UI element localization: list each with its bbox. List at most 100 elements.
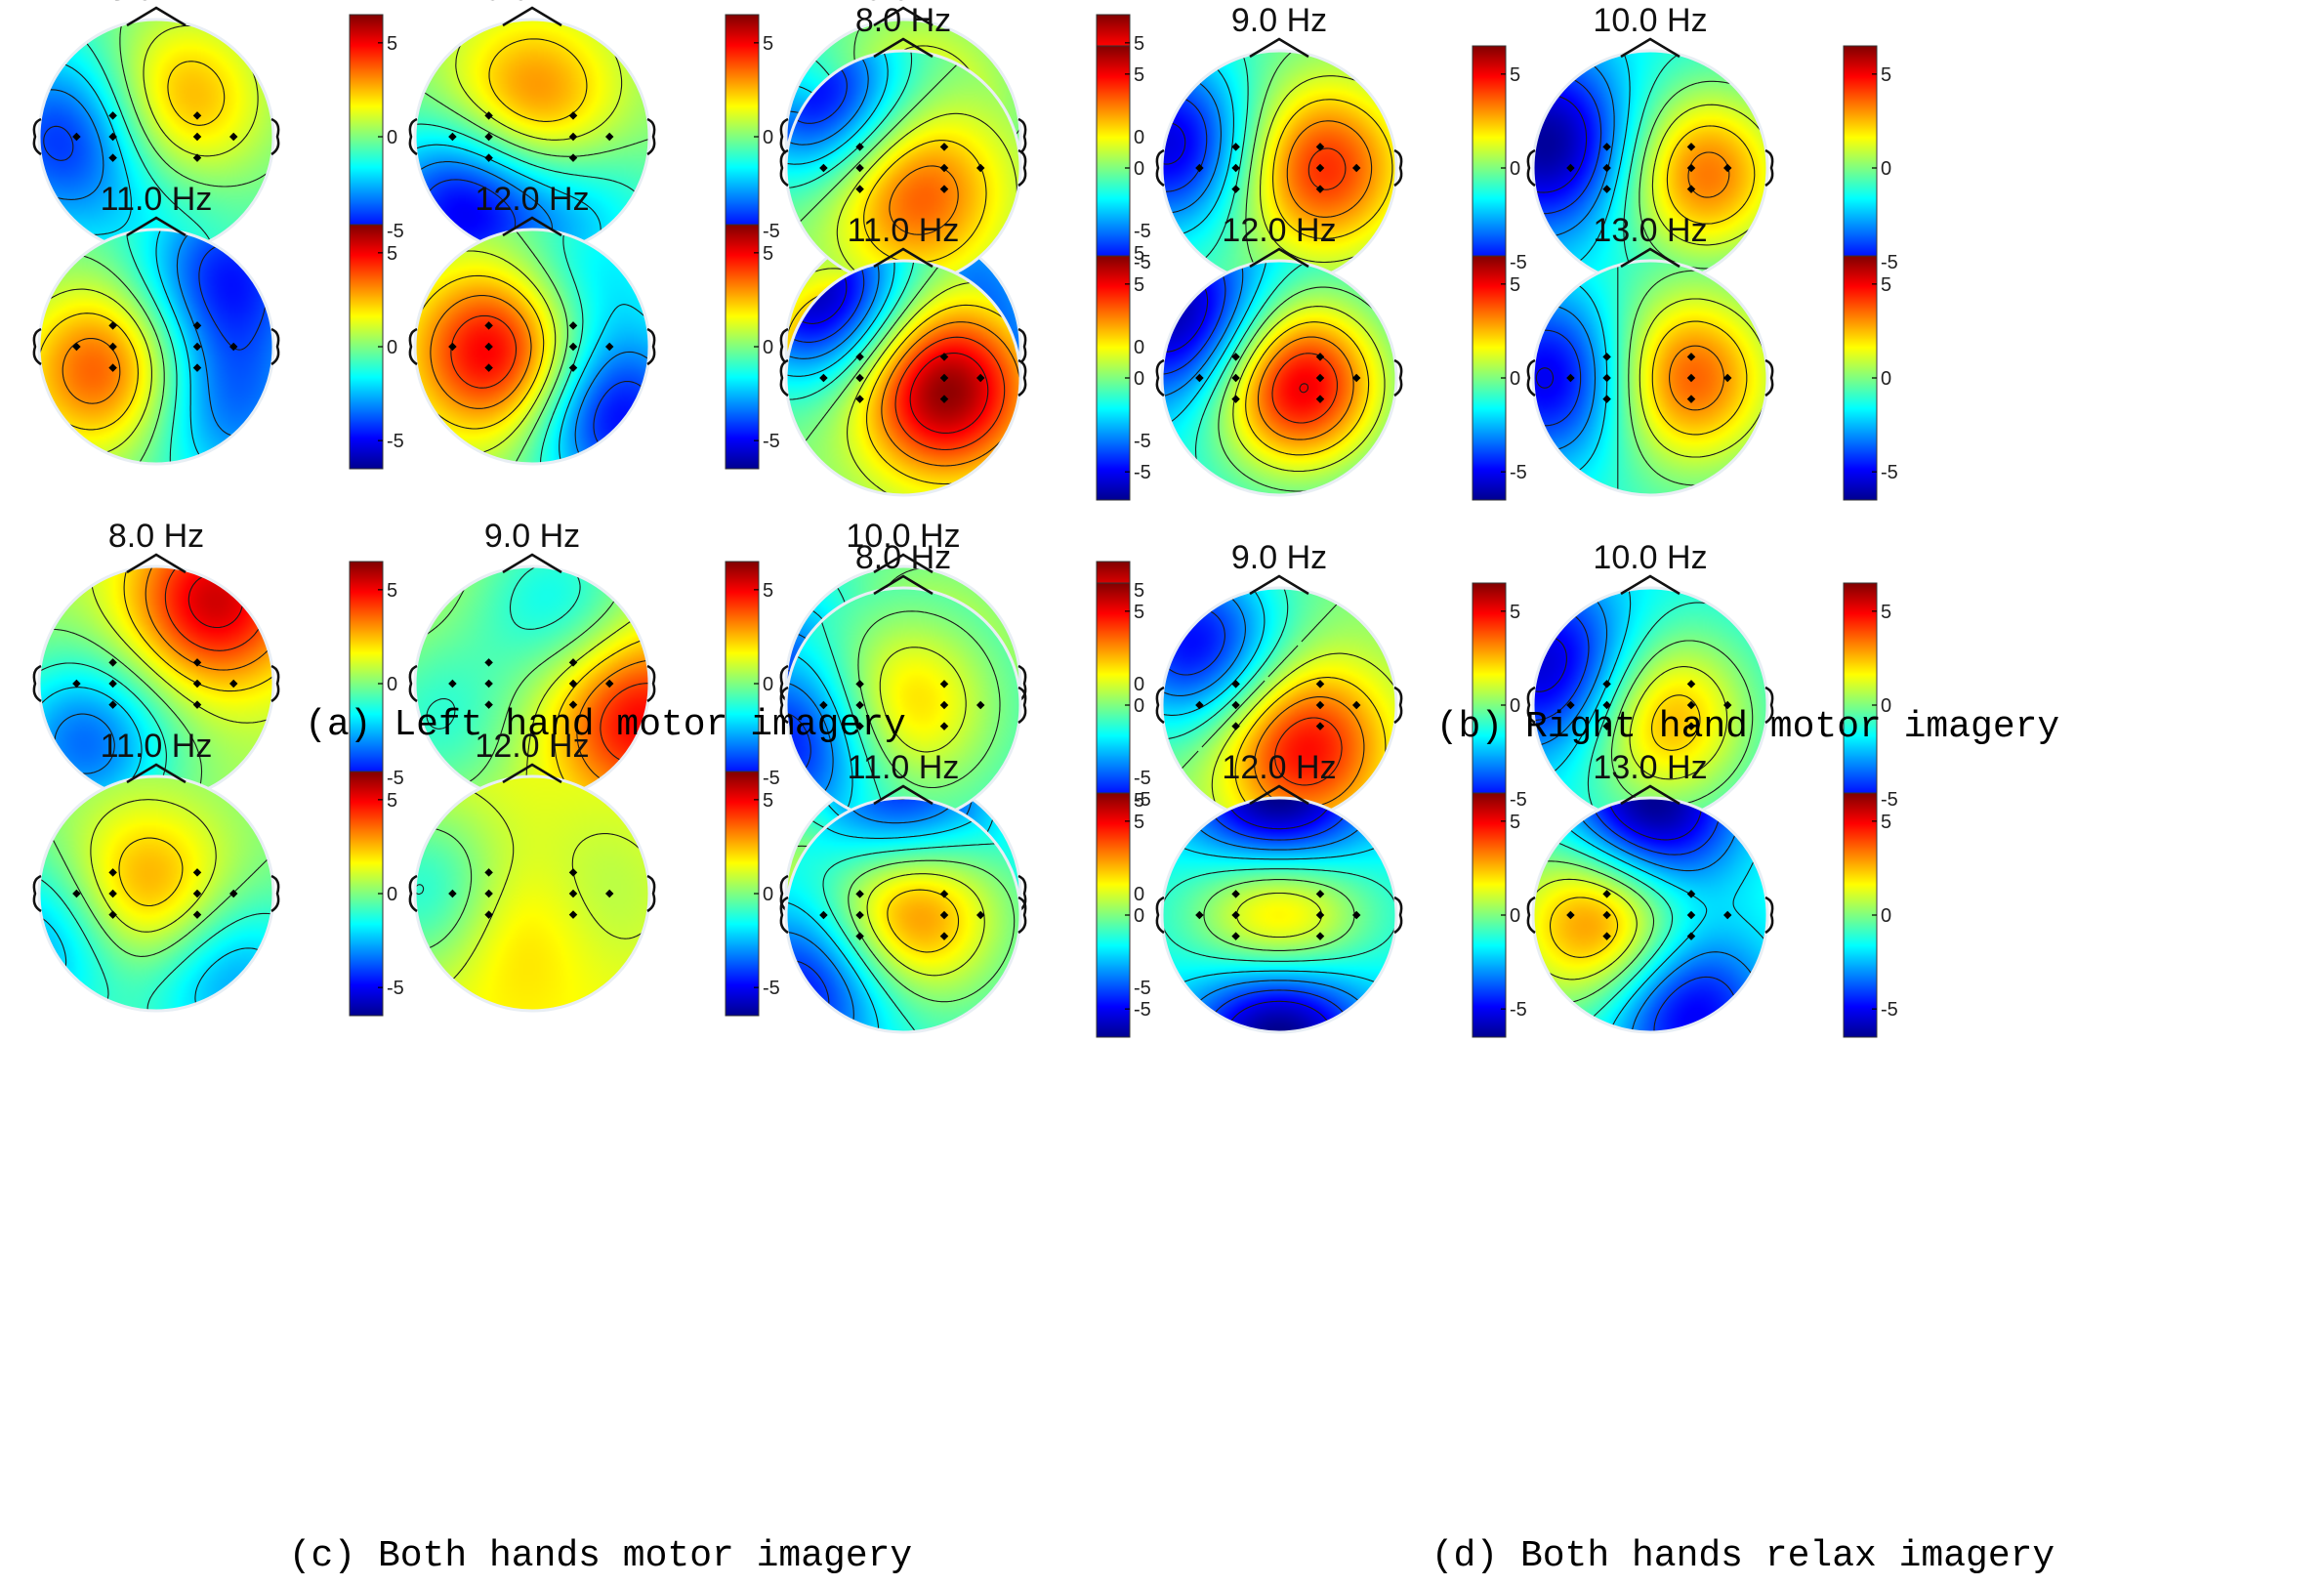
- electrode-marker: [448, 132, 457, 142]
- electrode-marker: [939, 890, 949, 898]
- colorbar: [349, 224, 384, 470]
- electrode-marker: [1566, 373, 1575, 383]
- head-outline: [1531, 796, 1769, 1034]
- colorbar: [725, 771, 760, 1017]
- colorbar-tick-label: 0: [1134, 158, 1144, 180]
- electrode-marker: [604, 889, 614, 898]
- electrode-marker: [1195, 700, 1204, 710]
- topomap-c-1: 8.0 Hz 5 0 -5: [32, 518, 404, 807]
- electrode-marker: [1315, 890, 1325, 898]
- right-ear-icon: [1764, 686, 1774, 725]
- left-ear-icon: [408, 327, 418, 366]
- map-title: 10.0 Hz: [1593, 539, 1707, 576]
- electrode-marker: [975, 910, 985, 920]
- electrode-marker: [484, 868, 493, 877]
- colorbar-tick-label: -5: [1134, 221, 1151, 242]
- colorbar: [1472, 255, 1507, 501]
- colorbar-tick-label: 0: [1881, 368, 1891, 390]
- colorbar-tick-label: 5: [387, 243, 397, 265]
- electrode-marker: [568, 658, 578, 667]
- colorbar-tick-label: 5: [1134, 64, 1144, 86]
- electrode-marker: [1195, 910, 1204, 920]
- electrode-marker: [1315, 680, 1325, 689]
- electrode-marker: [1602, 910, 1611, 920]
- electrode-marker: [108, 342, 117, 352]
- colorbar-tick-label: 5: [1881, 602, 1891, 623]
- electrode-marker: [975, 700, 985, 710]
- topomap-b-6: 13.0 Hz 5 0 -5: [1526, 212, 1898, 501]
- right-ear-icon: [1017, 896, 1027, 935]
- electrode-marker: [604, 342, 614, 352]
- map-title: 12.0 Hz: [1222, 749, 1336, 786]
- left-ear-icon: [779, 148, 789, 188]
- map-title: 12.0 Hz: [1222, 212, 1336, 249]
- colorbar-tick-label: 0: [1510, 695, 1520, 717]
- colorbar-tick-label: 5: [1134, 602, 1144, 623]
- electrode-marker: [1231, 722, 1240, 730]
- nose-icon: [126, 763, 187, 784]
- topomap-c-2: 9.0 Hz 5 0 -5: [408, 518, 780, 807]
- electrode-marker: [72, 342, 81, 352]
- colorbar: [1096, 255, 1131, 501]
- electrode-marker: [484, 363, 493, 372]
- electrode-marker: [939, 395, 949, 403]
- right-ear-icon: [270, 117, 280, 156]
- nose-icon: [502, 553, 562, 574]
- colorbar-tick-label: -5: [1134, 999, 1151, 1021]
- electrode-marker: [192, 111, 202, 120]
- electrode-marker: [939, 932, 949, 940]
- electrode-marker: [1315, 722, 1325, 730]
- caption-a: (a) Left hand motor imagery: [305, 704, 906, 746]
- nose-icon: [1249, 247, 1309, 269]
- head-outline: [784, 796, 1022, 1034]
- map-title: 10.0 Hz: [846, 518, 960, 555]
- right-ear-icon: [1017, 874, 1027, 913]
- electrode-marker: [855, 890, 864, 898]
- colorbar: [1843, 45, 1878, 291]
- map-title: 8.0 Hz: [855, 2, 951, 39]
- electrode-marker: [819, 910, 828, 920]
- colorbar-tick-label: -5: [763, 978, 780, 999]
- colorbar: [725, 561, 760, 807]
- map-title: 8.0 Hz: [108, 518, 204, 555]
- colorbar: [1472, 582, 1507, 828]
- colorbar: [1472, 45, 1507, 291]
- colorbar: [1096, 582, 1131, 828]
- nose-icon: [1620, 247, 1681, 269]
- right-ear-icon: [270, 874, 280, 913]
- map-title: 9.0 Hz: [484, 0, 580, 8]
- right-ear-icon: [1393, 686, 1403, 725]
- electrode-marker: [604, 679, 614, 689]
- electrode-marker: [1686, 700, 1696, 710]
- electrode-marker: [1602, 722, 1611, 730]
- colorbar-tick-label: 0: [387, 674, 397, 695]
- map-title: 11.0 Hz: [848, 749, 960, 786]
- colorbar-tick-label: -5: [1881, 789, 1898, 811]
- nose-icon: [1620, 784, 1681, 806]
- colorbar-tick-label: 5: [1134, 33, 1144, 55]
- caption-b: (b) Right hand motor imagery: [1436, 706, 2060, 748]
- colorbar-tick-label: 5: [1510, 64, 1520, 86]
- electrode-marker: [192, 363, 202, 372]
- right-ear-icon: [1017, 327, 1027, 366]
- electrode-marker: [855, 910, 864, 920]
- colorbar-tick-label: -5: [1881, 999, 1898, 1021]
- map-title: 13.0 Hz: [1593, 749, 1707, 786]
- colorbar-tick-label: -5: [1510, 252, 1527, 273]
- left-ear-icon: [1155, 148, 1165, 188]
- nose-icon: [502, 216, 562, 237]
- head-outline: [37, 228, 275, 466]
- electrode-marker: [192, 132, 202, 142]
- left-ear-icon: [779, 327, 789, 366]
- electrode-marker: [1602, 680, 1611, 689]
- electrode-marker: [1602, 373, 1611, 383]
- caption-c: (c) Both hands motor imagery: [289, 1535, 913, 1577]
- colorbar-tick-label: 0: [1134, 884, 1144, 905]
- topomap-d-5: 12.0 Hz 5 0 -5: [1155, 749, 1527, 1038]
- colorbar-tick-label: 5: [1134, 812, 1144, 833]
- electrode-marker: [1722, 910, 1732, 920]
- topomap-a-2: 9.0 Hz 5 0 -5: [408, 0, 780, 260]
- colorbar: [1843, 582, 1878, 828]
- right-ear-icon: [1017, 117, 1027, 156]
- electrode-marker: [1315, 932, 1325, 940]
